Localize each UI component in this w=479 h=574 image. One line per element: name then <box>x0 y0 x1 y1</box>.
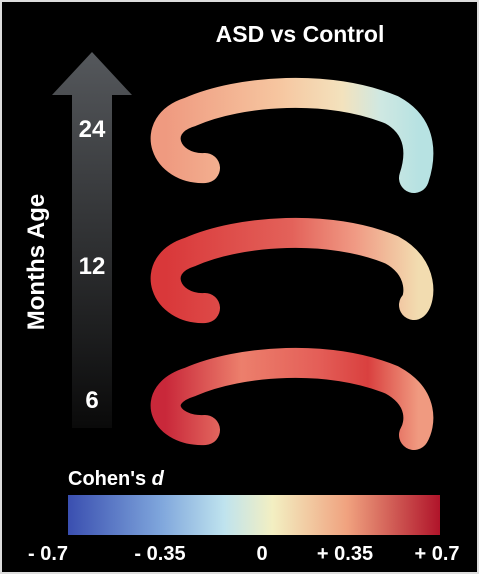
colorbar-tick: 0 <box>256 543 267 565</box>
colorbar-label: Cohen's d <box>68 468 165 490</box>
title: ASD vs Control <box>216 21 385 47</box>
age-label: 12 <box>79 253 106 280</box>
age-arrow <box>52 52 132 428</box>
callosum-12 <box>150 217 434 323</box>
colorbar-tick: - 0.7 <box>28 543 68 565</box>
colorbar-tick: + 0.7 <box>414 543 459 565</box>
callosum-24 <box>150 77 434 193</box>
callosum-6 <box>150 347 434 450</box>
colorbar-tick: + 0.35 <box>317 543 373 565</box>
colorbar-tick: - 0.35 <box>134 543 185 565</box>
axis-label: Months Age <box>23 194 50 330</box>
age-label: 6 <box>85 387 98 414</box>
age-label: 24 <box>79 116 106 143</box>
colorbar <box>68 495 440 535</box>
